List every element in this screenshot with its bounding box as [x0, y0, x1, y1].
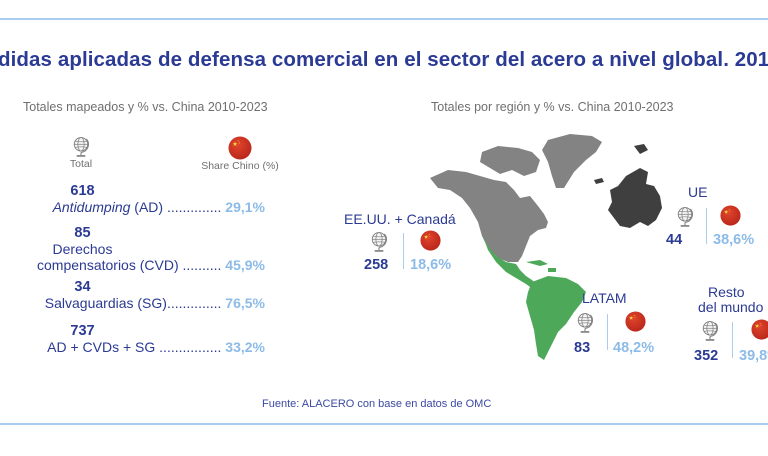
china-flag-icon [420, 230, 441, 251]
region-divider [732, 322, 733, 358]
globe-icon [370, 231, 388, 253]
legend-china-share: Share Chino (%) [190, 136, 290, 172]
region-total: 352 [694, 348, 719, 364]
china-flag-icon [625, 311, 646, 332]
measure-label: AD + CVDs + SG ................ [47, 339, 222, 355]
region-name: UE [688, 184, 708, 200]
map-arctic-islands [480, 146, 540, 176]
measure-safeguards: 34 Salvaguardias (SG).............. 76,5… [0, 279, 265, 312]
measure-total: 34 [74, 279, 91, 295]
measure-total: 737 [70, 323, 95, 339]
globe-icon [701, 320, 719, 342]
top-divider [0, 18, 768, 20]
globe-icon [676, 206, 694, 228]
region-share: 48,2% [613, 340, 655, 356]
measure-total: 618 [70, 183, 95, 199]
region-total: 83 [574, 340, 591, 356]
legend-total-label: Total [69, 158, 93, 170]
region-share: 18,6% [410, 257, 452, 273]
measure-label: Salvaguardias (SG).............. [44, 295, 222, 311]
measure-share: 76,5% [225, 295, 265, 311]
region-divider [706, 208, 707, 244]
map-iceland [594, 178, 604, 184]
china-flag-icon [720, 205, 741, 226]
map-south-america [526, 276, 586, 360]
bottom-divider [0, 423, 768, 425]
measure-all: 737 AD + CVDs + SG ................ 33,2… [0, 323, 265, 356]
region-share: 38,6% [713, 232, 755, 248]
measure-total: 85 [74, 225, 91, 241]
map-greenland [542, 134, 602, 188]
measure-label: compensatorios (CVD) .......... [37, 257, 222, 273]
measure-label-italic: Antidumping [52, 199, 131, 215]
measure-label: (AD) .............. [130, 199, 222, 215]
source-note: Fuente: ALACERO con base en datos de OMC [262, 398, 492, 410]
map-europe [608, 168, 662, 228]
region-share: 39,8% [739, 348, 768, 364]
region-divider [403, 233, 404, 269]
page-title: didas aplicadas de defensa comercial en … [0, 48, 768, 71]
region-name: LATAM [582, 290, 627, 306]
map-caribbean [526, 260, 556, 272]
map-uk [612, 190, 622, 204]
legend-china-label: Share Chino (%) [201, 160, 279, 172]
map-svalbard [634, 144, 648, 154]
measure-share: 45,9% [225, 257, 265, 273]
region-total: 258 [364, 257, 389, 273]
left-subtitle: Totales mapeados y % vs. China 2010-2023 [23, 100, 268, 114]
map-north-america [430, 170, 548, 262]
region-name-line2: del mundo [698, 299, 764, 315]
measure-share: 29,1% [225, 199, 265, 215]
right-subtitle: Totales por región y % vs. China 2010-20… [431, 100, 674, 114]
region-name-line1: Resto [708, 284, 745, 300]
measure-label-line1: Derechos [52, 241, 113, 257]
region-divider [607, 314, 608, 350]
region-total: 44 [666, 232, 683, 248]
globe-icon [576, 312, 594, 334]
measure-antidumping: 618 Antidumping (AD) .............. 29,1… [0, 183, 265, 216]
measure-cvd: 85 Derechos compensatorios (CVD) .......… [0, 225, 265, 274]
measure-share: 33,2% [225, 339, 265, 355]
china-flag-icon [751, 319, 768, 340]
map-mexico-central-america [482, 234, 538, 290]
region-name: EE.UU. + Canadá [344, 211, 456, 227]
legend-total: Total [56, 136, 106, 170]
